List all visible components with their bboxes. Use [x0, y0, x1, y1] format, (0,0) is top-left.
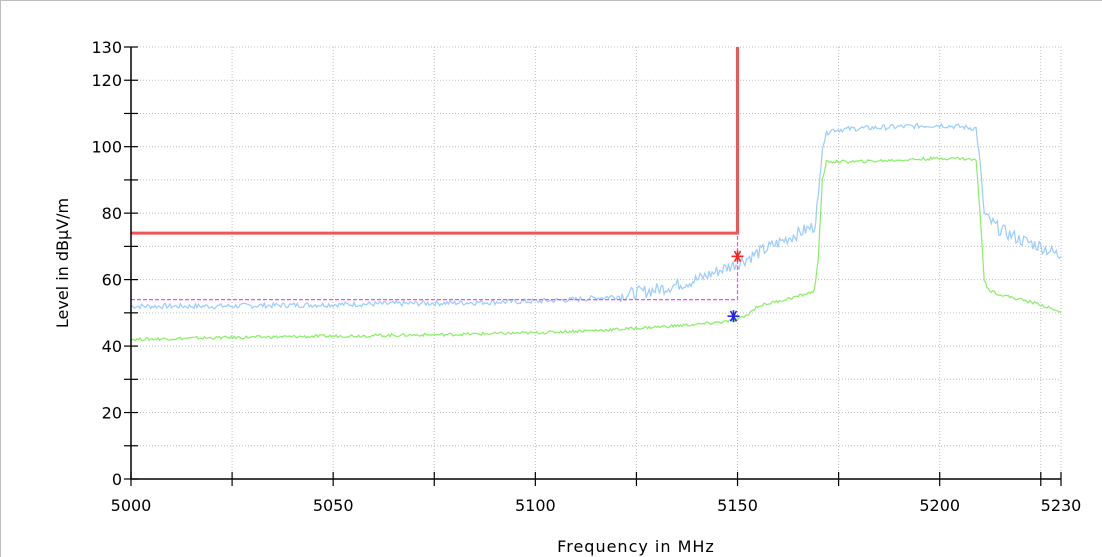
marker-asterisk-1 [727, 310, 740, 323]
markers [727, 250, 744, 323]
x-tick-label: 5230 [1041, 496, 1082, 515]
tick-labels: 0 20 40 60 80 100 120 130 5000 5050 5100 5150 5200 52… [91, 38, 1081, 515]
x-tick-label: 5050 [313, 496, 354, 515]
series-line-0 [130, 122, 1062, 310]
marker-asterisk-0 [731, 250, 744, 263]
axes [124, 46, 1062, 486]
grid [131, 46, 1062, 479]
y-tick-label: 120 [91, 71, 122, 90]
y-tick-label: 40 [102, 337, 122, 356]
x-tick-label: 5100 [515, 496, 556, 515]
y-tick-label: 20 [102, 404, 122, 423]
x-axis-title: Frequency in MHz [557, 537, 715, 556]
y-tick-label: 0 [112, 470, 122, 489]
x-tick-label: 5000 [111, 496, 152, 515]
series-line-1 [130, 156, 1062, 342]
y-tick-label: 100 [91, 138, 122, 157]
y-tick-label: 60 [102, 271, 122, 290]
y-tick-label: 130 [91, 38, 122, 57]
x-tick-label: 5150 [717, 496, 758, 515]
y-axis-title: Level in dBµV/m [53, 198, 72, 328]
y-tick-label: 80 [102, 204, 122, 223]
x-tick-label: 5200 [919, 496, 960, 515]
series-layer [130, 47, 1062, 342]
